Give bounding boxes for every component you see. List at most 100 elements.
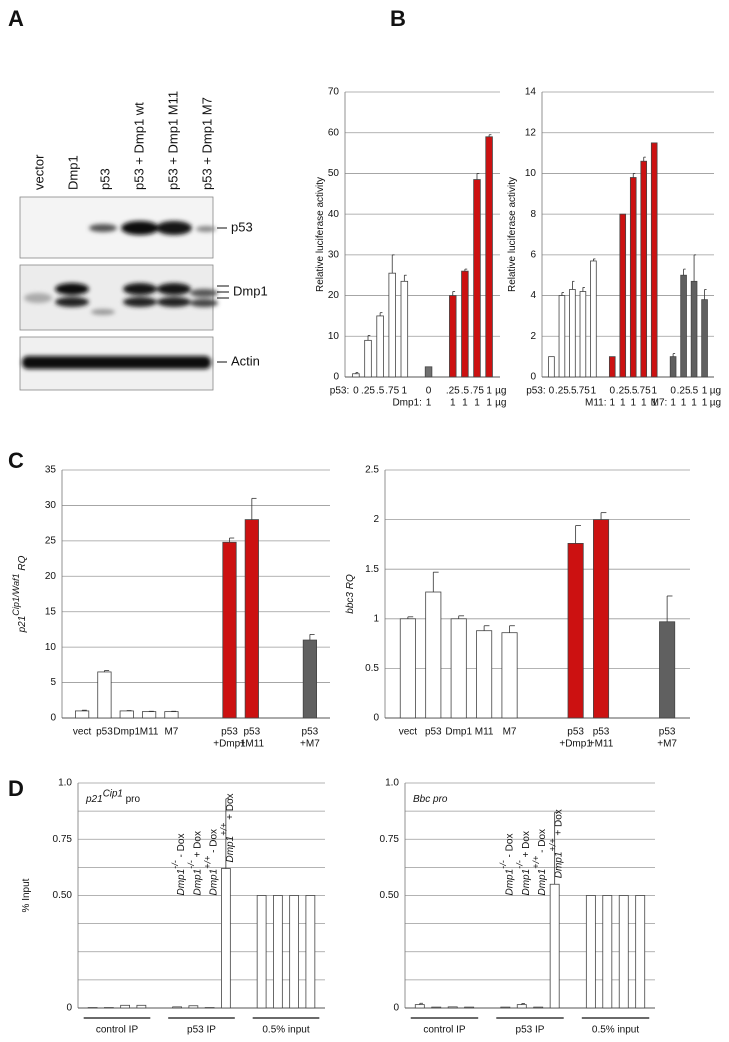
bar-annotation-part: Dmp1 [192, 869, 203, 896]
x-tick-label: vect [73, 727, 92, 738]
y-tick-label: 60 [328, 127, 340, 138]
y-tick-label: 14 [525, 87, 537, 98]
group-label: p53 IP [187, 1025, 216, 1036]
error-bar [229, 537, 235, 543]
bar [659, 621, 676, 719]
bar-annotation: Dmp1-/- + Dox [515, 831, 531, 895]
error-bar [572, 280, 575, 290]
x-tick-label: .25 [446, 386, 460, 397]
bar [593, 519, 610, 719]
y-tick-label: 35 [45, 465, 57, 476]
y-tick-label: 20 [45, 571, 57, 582]
row-title: Dmp1: [392, 398, 421, 409]
row-title: p53: [330, 386, 349, 397]
blot-label: Dmp1 [233, 283, 268, 298]
y-tick-label: 0.75 [53, 834, 73, 845]
y-tick-label: 1.0 [385, 778, 399, 789]
x-tick-label-2: 1 [670, 398, 676, 409]
lane-label: vector [31, 154, 46, 190]
x-tick-label: .25 [555, 386, 569, 397]
error-bar [452, 291, 456, 296]
group-label: 0.5% input [592, 1025, 639, 1036]
x-tick-label-2: 1 [620, 398, 626, 409]
y-axis-label-part: p21 [17, 616, 28, 634]
x-tick-label-2: 1 [691, 398, 697, 409]
error-bar [407, 616, 414, 619]
x-tick-label: p53 [567, 727, 584, 738]
bar-annotation-part: Dmp1 [176, 869, 187, 896]
y-tick-label: 50 [328, 168, 340, 179]
bar-annotation-part: Dmp1 [208, 869, 219, 896]
x-tick-label: .5 [690, 386, 699, 397]
y-axis-label: p21Cip1/Waf1 RQ [11, 555, 27, 633]
bar [305, 895, 316, 1009]
bar [399, 618, 416, 719]
x-tick-label-2: 1 [651, 398, 657, 409]
y-tick-label: 20 [328, 290, 340, 301]
x-tick-label: p53 [659, 727, 676, 738]
error-bar [521, 1003, 525, 1005]
y-tick-label: 1 [373, 613, 379, 624]
error-bar [554, 811, 558, 885]
x-tick-label-2: 1 [609, 398, 615, 409]
bar-annotation-part: Dmp1 [520, 869, 531, 896]
x-tick-label: p53 [302, 727, 319, 738]
blot-dmp1 [19, 264, 218, 331]
bar [585, 895, 596, 1009]
bar [75, 710, 90, 719]
bar-annotation-part: +/+ [548, 838, 558, 851]
x-tick-label: p53 [96, 727, 113, 738]
error-bar [104, 670, 110, 672]
bar [680, 274, 687, 378]
x-tick-label: vect [399, 727, 418, 738]
x-tick-label-2: 1 [630, 398, 636, 409]
y-tick-label: 2.5 [365, 465, 379, 476]
x-tick-label: 0 [549, 386, 555, 397]
bar-annotation-part: + Dox [520, 831, 531, 860]
error-bar [561, 292, 564, 296]
bar-annotation: Dmp1+/+ - Dox [203, 829, 219, 896]
bar-annotation-part: +/+ [531, 856, 541, 869]
error-bar [309, 633, 315, 641]
bar [608, 356, 616, 378]
bar-annotation-part: + Dox [225, 793, 236, 822]
y-axis-label-part: % Input [21, 878, 32, 912]
bar [669, 356, 677, 378]
x-tick-label: .75 [470, 386, 484, 397]
lane-label: p53 + Dmp1 M7 [199, 97, 214, 190]
y-tick-label: 0 [393, 1003, 399, 1014]
error-bar [391, 254, 395, 274]
y-tick-label: 2 [530, 331, 536, 342]
x-tick-label: 0 [609, 386, 615, 397]
y-tick-label: 0 [66, 1003, 72, 1014]
blot-label: Actin [231, 353, 260, 368]
row-title: p53: [526, 386, 545, 397]
y-tick-label: 2 [373, 514, 379, 525]
bar [501, 632, 518, 719]
x-tick-label-2: 1 [641, 398, 647, 409]
error-bar [251, 497, 257, 520]
bar [289, 895, 299, 1009]
bar [473, 179, 481, 378]
chart-title-part: pro [123, 794, 141, 805]
bar-annotation-part: Dmp1 [225, 836, 236, 863]
x-tick-label: p53 [593, 727, 610, 738]
error-bar [672, 353, 676, 357]
bar [650, 142, 658, 378]
error-bar [575, 525, 581, 544]
bar [640, 160, 648, 378]
blot-label: p53 [231, 219, 253, 234]
y-axis-label-part: bbc3 RQ [345, 574, 356, 614]
error-bar [464, 268, 468, 272]
error-bar [483, 625, 490, 631]
bar-annotation-part: - Dox [208, 829, 219, 856]
error-bar [592, 258, 596, 261]
bar-annotation-part: -/- [170, 860, 180, 869]
y-axis-label-part: Relative luciferase activity [315, 177, 326, 292]
y-axis-label: bbc3 RQ [345, 574, 356, 614]
bar [188, 1005, 199, 1009]
bar [629, 177, 637, 378]
error-bar [582, 287, 585, 292]
chart-title: Bbc pro [413, 794, 448, 805]
